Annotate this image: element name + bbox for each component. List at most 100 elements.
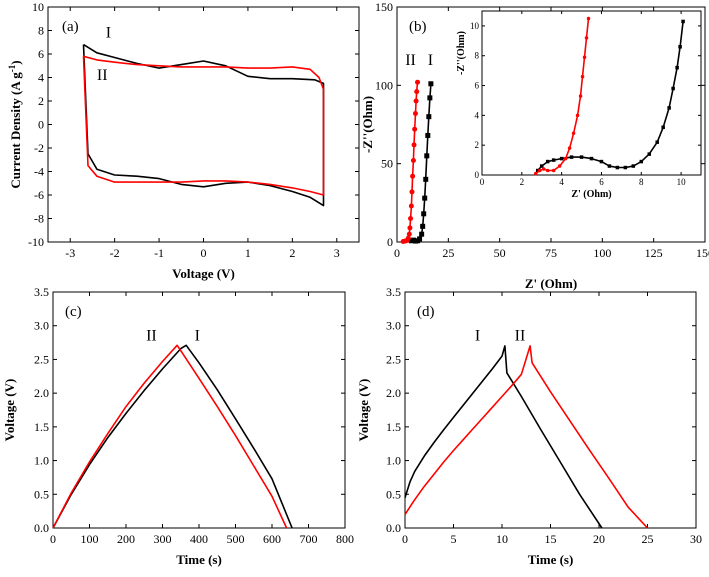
inset-point-I xyxy=(607,164,612,168)
gcd-line-I xyxy=(404,345,603,529)
x-tick-label: 400 xyxy=(190,532,208,546)
nyquist-point-II xyxy=(406,231,412,237)
y-tick-label: 0 xyxy=(38,118,44,132)
nyquist-point-I xyxy=(428,81,434,87)
series-label-II: II xyxy=(405,52,416,69)
x-tick-label: 0 xyxy=(394,246,400,260)
nyquist-point-II xyxy=(410,158,416,164)
cv-line-II xyxy=(82,55,325,196)
y-axis-title: Current Density (A g-1) xyxy=(7,60,23,188)
inset-point-I xyxy=(671,86,675,91)
inset-point-II xyxy=(551,168,556,173)
gcd-line-I xyxy=(52,344,293,529)
x-axis-title: Time (s) xyxy=(528,552,574,567)
y-tick-label: 1.5 xyxy=(386,420,401,434)
x-tick-label: 0 xyxy=(50,532,56,546)
inset-x-axis-title: Z' (Ohm) xyxy=(571,189,611,200)
y-tick-label: 3.5 xyxy=(34,285,49,299)
panel-b-inset-chart: 0 2 4 6 8 10 0 2 4 6 8 10 Z' (Ohm) -Z''(Ohm) xyxy=(456,10,702,200)
inset-point-II xyxy=(578,94,583,98)
x-tick-label: 125 xyxy=(645,246,663,260)
inset-point-I xyxy=(589,156,594,161)
inset-point-II xyxy=(545,168,550,173)
inset-point-II xyxy=(586,16,591,21)
inset-point-II xyxy=(567,146,572,150)
y-tick-label: 4 xyxy=(38,71,44,85)
inset-point-II xyxy=(537,168,542,173)
y-tick-label: 8 xyxy=(38,24,44,38)
y-tick-label: 3.5 xyxy=(386,285,401,299)
y-tick-label: 3.0 xyxy=(34,319,49,333)
nyquist-point-I xyxy=(427,95,433,101)
x-tick-label: 0 xyxy=(402,532,408,546)
nyquist-point-I xyxy=(420,223,426,229)
x-tick-label: -2 xyxy=(110,246,120,260)
inset-point-I xyxy=(559,156,564,161)
x-tick-label: 6 xyxy=(599,177,604,187)
nyquist-point-II xyxy=(413,98,419,104)
y-tick-label: 2.0 xyxy=(386,386,401,400)
y-tick-label: 1.5 xyxy=(34,420,49,434)
y-tick-label: 2.0 xyxy=(34,386,49,400)
y-tick-label: 50 xyxy=(381,157,393,171)
y-tick-label: 100 xyxy=(375,78,393,92)
y-tick-label: 4 xyxy=(475,110,480,120)
inset-point-II xyxy=(582,55,587,59)
x-tick-label: -3 xyxy=(65,246,75,260)
x-tick-label: 20 xyxy=(593,532,605,546)
nyquist-point-I xyxy=(419,231,425,237)
x-tick-label: 10 xyxy=(677,177,687,187)
panel-label: (a) xyxy=(62,19,79,35)
inset-point-II xyxy=(541,167,546,171)
inset-point-I xyxy=(579,155,584,159)
nyquist-point-II xyxy=(410,173,416,179)
inset-point-I xyxy=(639,159,644,164)
series-label-I: I xyxy=(428,52,433,69)
x-tick-label: 10 xyxy=(496,532,508,546)
inset-point-II xyxy=(580,74,585,79)
series-label-I: I xyxy=(475,328,480,345)
inset-point-I xyxy=(615,165,620,170)
inset-point-I xyxy=(631,164,636,168)
y-tick-label: 150 xyxy=(375,0,393,14)
nyquist-point-I xyxy=(424,153,430,159)
y-tick-label: -10 xyxy=(28,235,44,249)
nyquist-point-II xyxy=(405,235,411,241)
y-tick-label: 2.5 xyxy=(386,352,401,366)
panel-label: (b) xyxy=(409,19,427,35)
series-label-II: II xyxy=(515,328,526,345)
inset-point-I xyxy=(623,165,628,170)
x-tick-label: 600 xyxy=(263,532,281,546)
x-tick-label: 1 xyxy=(245,246,251,260)
panel-d-gcd-chart: 0 5 10 15 20 25 30 0.0 0.5 1.0 1.5 2.0 2.5 3.0 3.5 (d) I… xyxy=(356,285,702,567)
y-axis-title: Voltage (V) xyxy=(2,379,17,442)
nyquist-point-I xyxy=(422,195,428,201)
x-tick-label: 8 xyxy=(639,177,644,187)
inset-line-I xyxy=(537,21,684,172)
nyquist-point-I xyxy=(426,114,432,120)
x-tick-label: 300 xyxy=(154,532,172,546)
x-tick-label: 3 xyxy=(334,246,340,260)
x-tick-label: 0 xyxy=(201,246,207,260)
x-tick-label: 2 xyxy=(289,246,295,260)
x-axis-title: Voltage (V) xyxy=(172,266,235,281)
inset-point-I xyxy=(655,140,659,144)
inset-point-I xyxy=(545,159,550,164)
inset-point-I xyxy=(551,158,556,162)
y-tick-label: 8 xyxy=(475,51,480,61)
inset-point-II xyxy=(534,171,538,176)
y-tick-label: 1.0 xyxy=(34,454,49,468)
x-tick-label: 0 xyxy=(480,177,485,187)
nyquist-point-II xyxy=(414,89,420,95)
series-label-I: I xyxy=(195,328,200,345)
plot-frame xyxy=(404,291,697,529)
nyquist-point-I xyxy=(417,236,423,242)
inset-point-II xyxy=(575,113,580,118)
y-tick-label: -4 xyxy=(34,165,44,179)
inset-point-I xyxy=(681,19,685,24)
x-tick-label: 500 xyxy=(227,532,245,546)
plot-frame xyxy=(481,10,702,176)
